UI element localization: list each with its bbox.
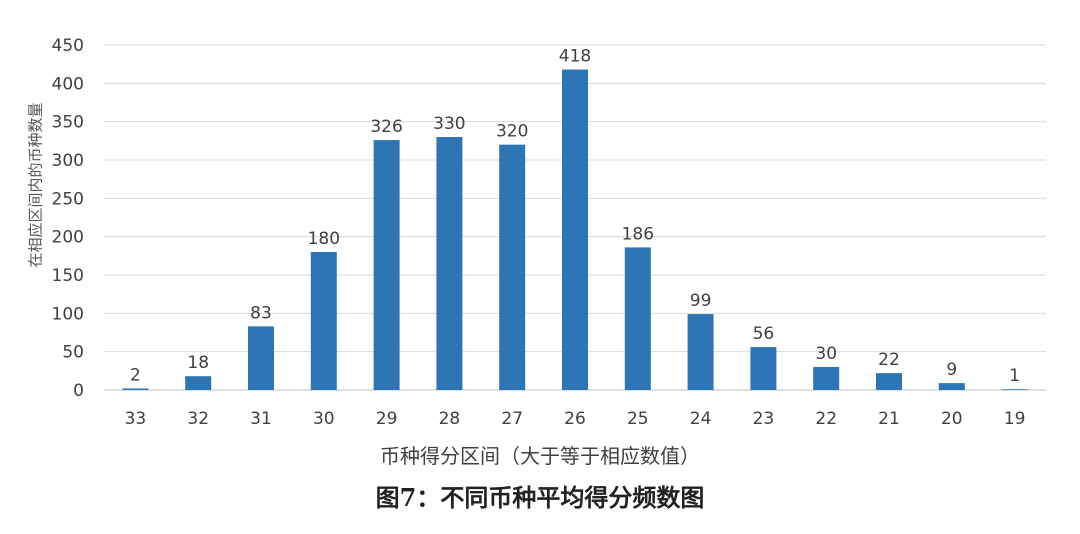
data-label: 180 bbox=[308, 229, 340, 249]
x-axis-label: 币种得分区间（大于等于相应数值） bbox=[380, 444, 700, 468]
x-tick-label: 19 bbox=[1004, 409, 1026, 429]
bar bbox=[687, 314, 714, 390]
x-tick-label: 25 bbox=[627, 409, 649, 429]
data-label: 56 bbox=[753, 324, 775, 344]
x-tick-label: 28 bbox=[439, 409, 461, 429]
x-tick-label: 24 bbox=[690, 409, 712, 429]
x-tick-labels: 33 32 31 30 29 28 27 26 25 24 23 22 21 20 19 bbox=[125, 409, 1026, 429]
data-label: 1 bbox=[1009, 366, 1020, 386]
x-tick-label: 21 bbox=[878, 409, 900, 429]
bar bbox=[813, 367, 840, 390]
bars bbox=[122, 69, 1028, 391]
x-tick-label: 20 bbox=[941, 409, 963, 429]
data-label: 18 bbox=[187, 353, 209, 373]
bar bbox=[248, 326, 274, 390]
y-tick-label: 200 bbox=[52, 228, 84, 248]
figure-caption: 图7：不同币种平均得分频数图 bbox=[375, 483, 705, 512]
x-tick-label: 23 bbox=[753, 409, 775, 429]
data-label: 2 bbox=[130, 365, 141, 385]
bar bbox=[876, 373, 902, 390]
bar bbox=[122, 388, 149, 390]
y-tick-label: 50 bbox=[62, 343, 84, 363]
data-labels: 2 18 83 180 326 330 320 418 186 99 56 30 22 9 1 bbox=[130, 47, 1020, 387]
bar-chart: 0 50 100 150 200 250 300 350 400 450 2 18 83 180 326 3… bbox=[52, 36, 1046, 429]
y-tick-label: 100 bbox=[52, 304, 84, 324]
data-label: 9 bbox=[946, 360, 957, 380]
data-label: 418 bbox=[559, 47, 591, 67]
y-axis-label: 在相应区间内的币种数量 bbox=[26, 102, 45, 268]
data-label: 330 bbox=[433, 114, 465, 134]
data-label: 326 bbox=[370, 117, 402, 137]
data-label: 22 bbox=[878, 350, 900, 370]
bar bbox=[373, 140, 400, 390]
bar bbox=[938, 383, 965, 390]
y-tick-label: 350 bbox=[52, 113, 84, 133]
y-tick-label: 250 bbox=[52, 189, 84, 209]
x-tick-label: 22 bbox=[815, 409, 837, 429]
y-tick-labels: 0 50 100 150 200 250 300 350 400 450 bbox=[52, 36, 84, 401]
y-tick-label: 450 bbox=[52, 36, 84, 56]
x-tick-label: 29 bbox=[376, 409, 398, 429]
bar bbox=[1001, 389, 1028, 390]
y-tick-label: 150 bbox=[52, 266, 84, 286]
data-label: 30 bbox=[815, 344, 837, 364]
data-label: 186 bbox=[622, 224, 654, 244]
bar bbox=[185, 376, 212, 390]
y-tick-label: 400 bbox=[52, 74, 84, 94]
y-tick-label: 0 bbox=[73, 381, 84, 401]
bar bbox=[562, 69, 588, 391]
x-tick-label: 32 bbox=[187, 409, 209, 429]
x-tick-label: 33 bbox=[125, 409, 147, 429]
x-tick-label: 31 bbox=[250, 409, 272, 429]
data-label: 320 bbox=[496, 122, 528, 142]
bar bbox=[310, 252, 337, 390]
data-label: 99 bbox=[690, 291, 712, 311]
bar bbox=[499, 144, 526, 390]
bar bbox=[624, 247, 651, 390]
x-tick-label: 30 bbox=[313, 409, 335, 429]
data-label: 83 bbox=[250, 303, 272, 323]
x-tick-label: 26 bbox=[564, 409, 586, 429]
x-tick-label: 27 bbox=[501, 409, 523, 429]
bar bbox=[436, 137, 463, 390]
bar bbox=[750, 347, 777, 390]
y-axis-label-container: 在相应区间内的币种数量 bbox=[22, 82, 48, 288]
y-tick-label: 300 bbox=[52, 151, 84, 171]
